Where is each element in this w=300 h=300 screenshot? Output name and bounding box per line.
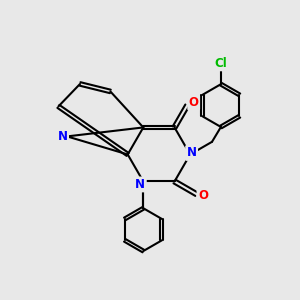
Text: O: O	[198, 189, 208, 202]
Text: Cl: Cl	[214, 57, 227, 70]
Text: N: N	[58, 130, 68, 143]
Text: N: N	[135, 178, 145, 191]
Text: N: N	[187, 146, 196, 160]
Text: O: O	[189, 96, 199, 109]
